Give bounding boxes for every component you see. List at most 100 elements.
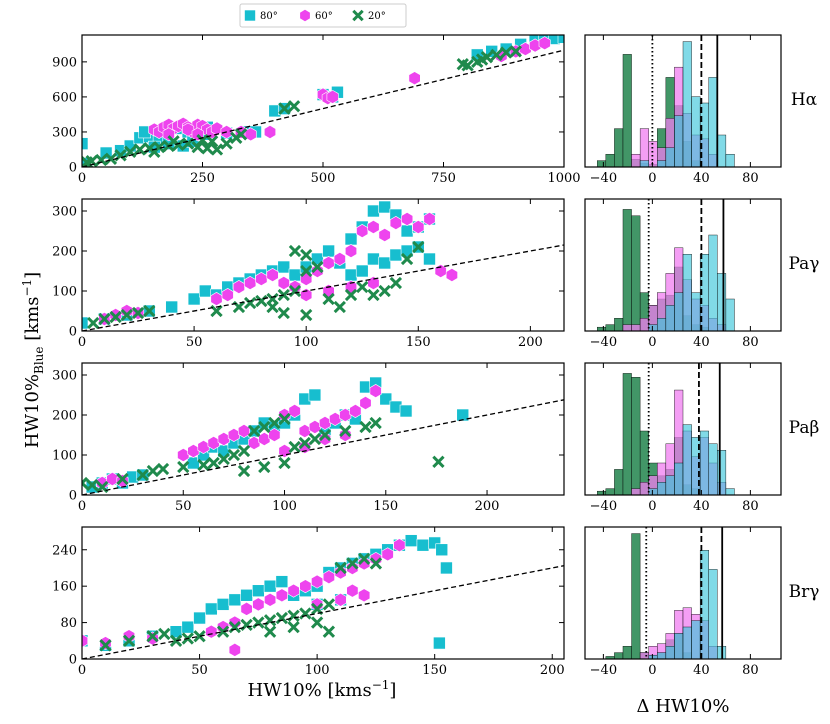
point-1-0-29 — [367, 252, 380, 266]
point-2-1-12 — [268, 428, 281, 442]
hist-bar-0-20-1 — [605, 153, 615, 168]
point-3-2-14 — [299, 607, 312, 620]
hist-bar-3-80-9 — [674, 633, 684, 660]
point-3-0-9 — [228, 593, 242, 607]
hist-bar-1-80-8 — [665, 305, 675, 332]
point-1-2-3 — [120, 308, 133, 322]
point-3-1-9 — [264, 592, 277, 607]
point-1-1-2 — [120, 304, 133, 318]
point-3-0-27 — [435, 543, 449, 557]
legend-items: 80° 60° 20° — [244, 9, 386, 22]
point-1-0-6 — [199, 284, 212, 298]
point-2-2-14 — [258, 420, 271, 434]
hist-bar-1-80-11 — [691, 292, 701, 332]
point-1-0-21 — [367, 204, 380, 218]
point-1-0-30 — [378, 256, 391, 270]
point-1-2-17 — [344, 288, 358, 302]
point-3-2-20 — [369, 557, 383, 570]
hist-bar-2-20-2 — [614, 469, 624, 496]
hist-bar-2-80-12 — [699, 430, 709, 496]
point-3-2-24 — [322, 625, 336, 638]
point-3-1-8 — [252, 597, 265, 612]
hist-bar-1-20-2 — [614, 318, 624, 332]
point-3-0-24 — [404, 534, 418, 547]
point-0-1-17 — [263, 125, 277, 139]
point-2-2-11 — [227, 448, 241, 462]
hist-bar-0-20-2 — [614, 128, 624, 168]
point-1-0-14 — [288, 268, 302, 282]
point-1-2-14 — [311, 260, 324, 274]
point-0-2-18 — [278, 102, 291, 115]
point-1-1-21 — [401, 212, 414, 226]
hist-bar-0-20-3 — [622, 54, 632, 168]
y-axis-title-close: ] — [22, 272, 43, 279]
hist-bar-0-80-8 — [665, 147, 675, 168]
point-2-1-14 — [288, 404, 301, 418]
scatter-ytick-label-2-2: 200 — [52, 409, 77, 424]
point-3-0-29 — [433, 636, 446, 650]
point-3-0-6 — [193, 611, 206, 625]
point-0-1-13 — [210, 121, 223, 136]
point-1-1-22 — [412, 220, 425, 234]
point-1-2-27 — [277, 306, 290, 320]
point-1-1-19 — [378, 228, 391, 242]
hist-bar-3-60-5 — [639, 652, 649, 660]
scatter-ytick-label-2-1: 100 — [52, 449, 77, 464]
point-2-2-16 — [278, 412, 291, 426]
point-3-2-19 — [357, 552, 371, 566]
hist-bar-0-80-9 — [674, 115, 684, 168]
scatter-frame-1 — [81, 198, 565, 332]
hist-xtick-label-1-3: 80 — [742, 335, 759, 350]
scatter-xtick-label-0-1: 250 — [190, 171, 215, 186]
point-2-0-27 — [399, 404, 413, 418]
point-2-2-25 — [237, 464, 251, 478]
point-3-1-14 — [322, 570, 335, 585]
point-1-1-17 — [356, 224, 369, 238]
scatter-points-2 — [82, 376, 564, 495]
hist-bar-2-60-5 — [639, 482, 649, 496]
scatter-ytick-label-0-0: 0 — [69, 161, 77, 176]
hist-bar-1-80-7 — [657, 318, 667, 332]
point-1-1-4 — [210, 292, 223, 306]
point-3-2-2 — [146, 630, 159, 643]
point-0-2-15 — [220, 137, 233, 150]
point-1-1-18 — [367, 220, 380, 234]
point-2-1-22 — [369, 384, 382, 398]
point-2-2-18 — [298, 436, 311, 450]
hist-bar-3-80-7 — [657, 652, 667, 660]
scatter-xtick-label-1-3: 150 — [406, 335, 431, 350]
point-2-0-25 — [379, 392, 393, 406]
point-1-1-23 — [423, 212, 436, 226]
line-label-2: Paβ — [789, 418, 820, 438]
point-3-2-23 — [310, 616, 324, 629]
hist-bars-0 — [597, 41, 735, 168]
scatter-xtick-label-0-3: 750 — [431, 171, 456, 186]
point-2-2-4 — [136, 468, 149, 482]
scatter-xtick-label-3-4: 200 — [540, 663, 565, 678]
point-1-2-4 — [131, 306, 145, 320]
point-2-2-12 — [237, 444, 251, 458]
point-2-2-13 — [247, 424, 261, 438]
point-1-1-20 — [389, 216, 402, 230]
point-3-1-12 — [299, 579, 312, 594]
point-3-2-12 — [275, 611, 289, 625]
hist-bar-2-80-15 — [725, 488, 735, 496]
point-2-2-6 — [156, 462, 170, 476]
scatter-xtick-label-2-2: 100 — [272, 499, 297, 514]
scatter-ytick-label-1-3: 300 — [52, 205, 77, 220]
point-1-2-24 — [288, 244, 302, 258]
hist-bars-3 — [605, 533, 727, 660]
scatter-xtick-label-3-3: 150 — [422, 663, 447, 678]
point-3-2-3 — [158, 627, 171, 641]
point-2-1-16 — [308, 420, 321, 434]
point-1-0-13 — [277, 260, 291, 274]
hist-bar-2-60-4 — [631, 488, 641, 496]
point-0-2-17 — [234, 128, 248, 141]
point-3-1-19 — [381, 547, 394, 562]
point-0-1-26 — [538, 36, 551, 51]
hist-xtick-label-1-1: 0 — [648, 335, 656, 350]
point-3-2-4 — [169, 634, 183, 647]
line-label-0: Hα — [791, 90, 818, 110]
point-0-2-29 — [167, 135, 180, 148]
hist-bar-3-20-2 — [614, 652, 624, 660]
